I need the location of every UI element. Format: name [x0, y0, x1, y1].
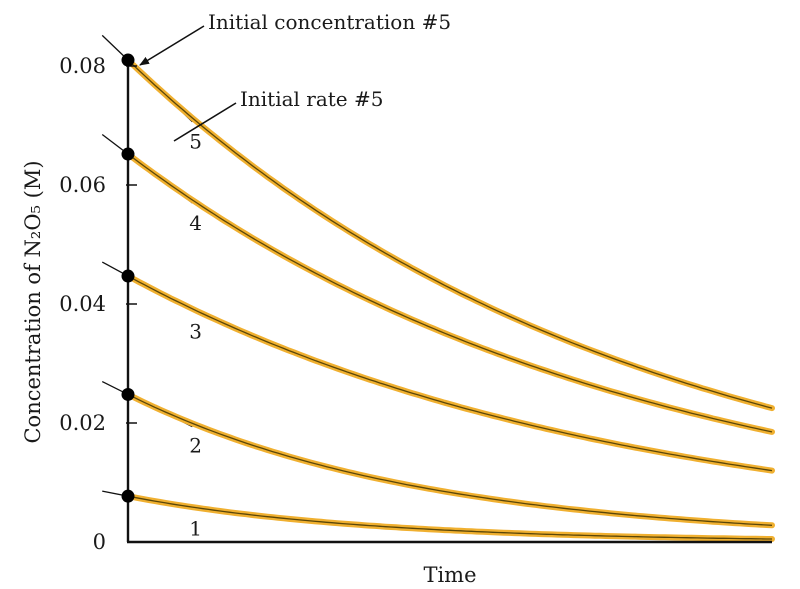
- y-tick-label: 0.08: [59, 54, 106, 78]
- curve-5-line: [127, 59, 773, 409]
- y-tick-label: 0: [93, 530, 106, 554]
- y-tick-label: 0.06: [59, 173, 106, 197]
- curve-4-band: [125, 151, 775, 435]
- curve-2-band: [125, 391, 775, 529]
- initial-concentration-annotation: Initial concentration #5: [208, 10, 451, 34]
- curve-1-initial-point: [121, 489, 135, 503]
- curve-4-label: 4: [189, 211, 202, 235]
- curve-5-initial-point: [121, 53, 135, 67]
- curve-number-labels: 1 2 3 4 5: [189, 130, 202, 541]
- curve-2-label: 2: [189, 434, 202, 458]
- curve-4-initial-point: [121, 147, 135, 161]
- concentration-curves: [125, 57, 775, 542]
- curve-4-line: [127, 153, 773, 433]
- y-axis-title: Concentration of N₂O₅ (M): [21, 160, 45, 443]
- initial-rate-pointer: [173, 102, 237, 142]
- x-axis-title: Time: [423, 563, 476, 587]
- y-tick-label: 0.02: [59, 411, 106, 435]
- curve-1-line: [127, 495, 772, 540]
- curve-2-line: [127, 393, 773, 526]
- curve-3-line: [127, 275, 773, 472]
- initial-concentration-points: [121, 53, 135, 503]
- curve-5-label: 5: [189, 130, 202, 154]
- curve-2-initial-point: [121, 387, 135, 401]
- curve-3-initial-point: [121, 269, 135, 283]
- curve-5-band: [125, 57, 775, 412]
- y-axis-ticks: 0 0.02 0.04 0.06 0.08: [59, 54, 137, 554]
- initial-rate-annotation: Initial rate #5: [240, 87, 384, 111]
- y-tick-label: 0.04: [59, 292, 106, 316]
- curve-3-band: [125, 273, 775, 474]
- curve-3-label: 3: [189, 319, 202, 343]
- initial-concentration-arrow: [139, 25, 205, 66]
- curve-1-label: 1: [189, 517, 202, 541]
